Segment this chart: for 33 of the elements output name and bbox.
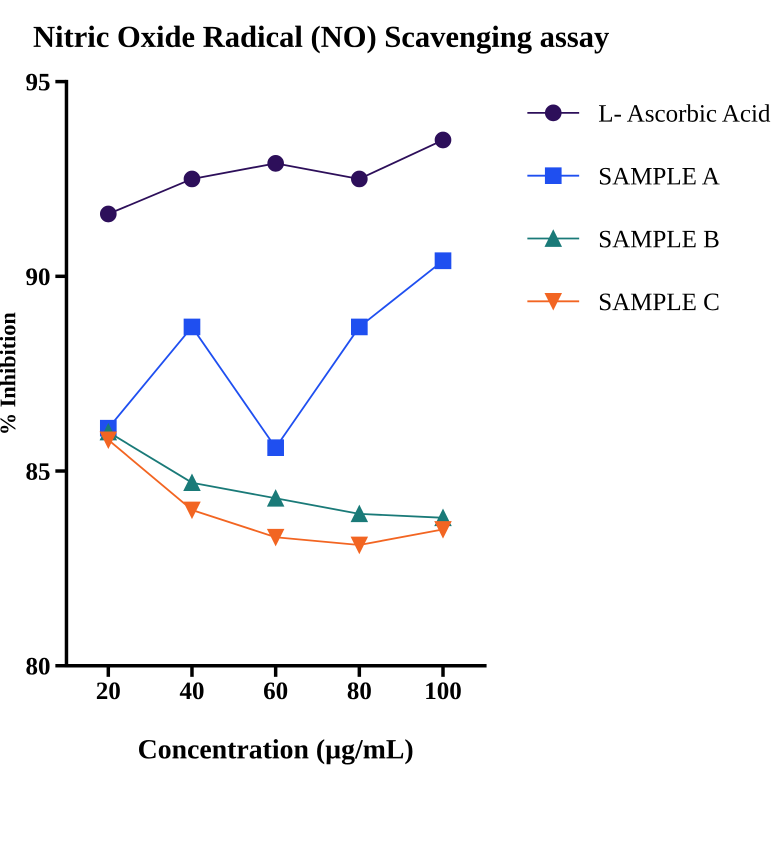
legend-label: SAMPLE C bbox=[600, 294, 718, 310]
y-tick-label: 80 bbox=[26, 658, 50, 675]
legend-label: SAMPLE A bbox=[600, 168, 720, 185]
x-tick-label: 100 bbox=[426, 682, 461, 700]
point bbox=[350, 170, 368, 188]
point bbox=[267, 490, 284, 507]
x-tick-label: 60 bbox=[264, 682, 288, 700]
x-tick-label: 40 bbox=[180, 682, 204, 700]
y-axis-title: % Inhibition bbox=[0, 312, 16, 433]
point bbox=[100, 206, 117, 222]
y-tick-label: 85 bbox=[26, 463, 50, 480]
point bbox=[184, 474, 200, 492]
x-tick-label: 20 bbox=[96, 682, 120, 700]
point bbox=[100, 432, 117, 448]
chart-title: Nitric Oxide Radical (NO) Scavenging assay bbox=[34, 26, 609, 54]
y-tick-label: 95 bbox=[26, 74, 50, 91]
point bbox=[350, 318, 368, 336]
point bbox=[184, 170, 200, 188]
legend-label: SAMPLE B bbox=[600, 230, 719, 248]
point bbox=[434, 252, 452, 270]
point bbox=[434, 132, 452, 148]
point bbox=[267, 155, 284, 172]
point bbox=[350, 536, 368, 554]
point bbox=[184, 502, 200, 518]
point bbox=[184, 318, 200, 336]
point bbox=[350, 506, 368, 522]
y-tick-label: 90 bbox=[26, 268, 50, 286]
legend-label: L- Ascorbic Acid bbox=[598, 104, 770, 122]
x-tick-label: 80 bbox=[348, 682, 371, 700]
point bbox=[267, 439, 284, 456]
x-axis-title: Concentration (µg/mL) bbox=[139, 739, 412, 764]
point bbox=[434, 521, 452, 538]
point bbox=[267, 528, 284, 546]
